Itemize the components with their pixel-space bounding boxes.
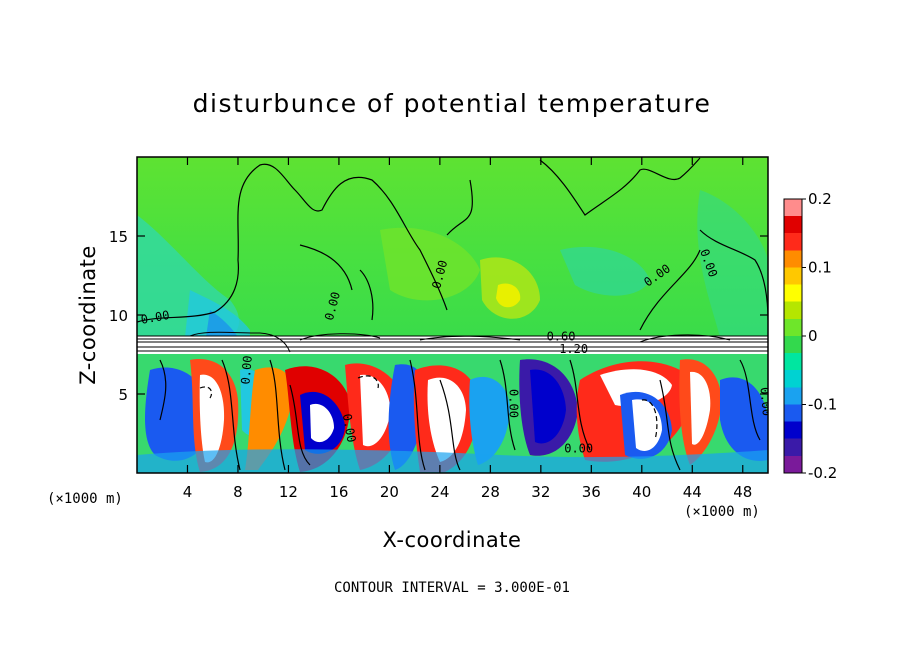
cyan-patch: [560, 246, 650, 296]
colorbar-tick-label: -0.1: [808, 396, 837, 414]
contour-label: 0.00: [506, 389, 520, 418]
contour-negative: [199, 375, 658, 441]
inversion-hatching: [137, 331, 768, 353]
y-tick-label: 10: [109, 307, 128, 325]
colorbar-tick-label: -0.2: [808, 464, 837, 482]
colorbar: 0.2 0.1 0 -0.1 -0.2: [783, 190, 837, 482]
lower-field-eddies: [137, 359, 768, 473]
y-axis-ticks: 5 10 15: [109, 228, 768, 404]
x-tick-label: 44: [683, 483, 702, 501]
x-tick-label: 20: [380, 483, 399, 501]
white-core: [427, 377, 466, 462]
x-unit-left: (×1000 m): [47, 491, 123, 507]
white-core: [632, 399, 662, 451]
colorbar-ticks: 0.2 0.1 0 -0.1 -0.2: [802, 190, 837, 482]
colorbar-tick-label: 0.2: [808, 190, 832, 208]
inversion-band: [137, 336, 768, 354]
x-tick-label: 48: [733, 483, 752, 501]
contour-label: 1.20: [559, 342, 588, 356]
yellow-patch: [496, 283, 521, 308]
x-tick-label: 40: [632, 483, 651, 501]
contour-interval-note: CONTOUR INTERVAL = 3.000E-01: [334, 580, 570, 596]
x-tick-label: 16: [329, 483, 348, 501]
contour-label: 0.60: [547, 329, 576, 343]
x-tick-label: 24: [430, 483, 449, 501]
cyan-patch: [185, 290, 250, 337]
y-tick-label: 15: [109, 228, 128, 246]
x-tick-label: 12: [279, 483, 298, 501]
white-core: [310, 403, 334, 443]
white-core: [690, 371, 711, 445]
white-core: [360, 374, 391, 447]
x-tick-label: 32: [531, 483, 550, 501]
contour-lines: [137, 157, 768, 471]
colorbar-tick-label: 0: [808, 327, 818, 345]
contour-label: 0.00: [340, 413, 359, 444]
blue-eddy: [530, 369, 566, 444]
blue-eddy: [720, 377, 768, 461]
white-core: [199, 374, 225, 463]
y-tick-label: 5: [118, 386, 128, 404]
white-core: [600, 369, 672, 407]
x-axis-label: X-coordinate: [383, 528, 522, 552]
x-tick-label: 28: [481, 483, 500, 501]
contour-label: 0.00: [140, 308, 171, 327]
chart-title: disturbunce of potential temperature: [193, 89, 712, 118]
x-axis-ticks: 4 8 12 16 20 24 28 32 36 40 44 48: [183, 157, 752, 501]
light-green-patch: [380, 227, 480, 301]
blue-eddy: [469, 376, 510, 465]
plot-area: 0.00 0.000.00 0.00 0.000.601.200.000.000.00…: [137, 157, 773, 473]
x-tick-label: 8: [233, 483, 243, 501]
contour-zero: [137, 157, 768, 331]
cyan-patch: [697, 190, 768, 337]
contour-label: 0.00: [238, 355, 254, 385]
cyan-strip: [137, 449, 768, 473]
contour-label: 0.00: [564, 441, 593, 455]
y-axis-label: Z-coordinate: [76, 245, 100, 385]
x-tick-label: 4: [183, 483, 193, 501]
colorbar-tick-label: 0.1: [808, 259, 832, 277]
x-unit-right: (×1000 m): [684, 504, 760, 520]
colorbar-ramp: [784, 199, 802, 473]
cyan-patch: [206, 310, 238, 337]
orange-eddy: [245, 367, 294, 470]
contour-zero: [159, 359, 761, 471]
upper-field-patches: [137, 190, 768, 337]
x-tick-label: 36: [582, 483, 601, 501]
contour-label: 0.00: [757, 387, 773, 417]
